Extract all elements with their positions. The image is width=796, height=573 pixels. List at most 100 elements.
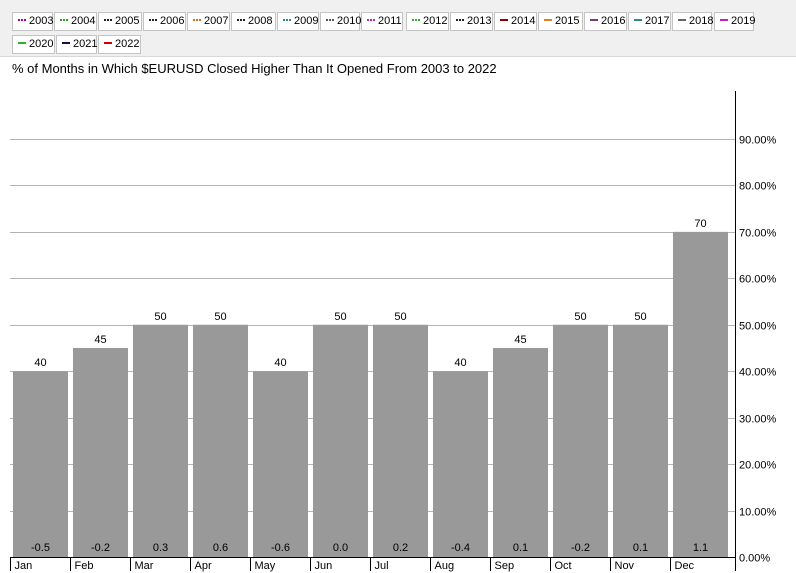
- legend-toggle-2013[interactable]: 2013: [450, 12, 493, 31]
- bar: [193, 324, 248, 557]
- legend-bar: 2003 2004 2005 2006 2007 2008 2009 2010 2011 2012…: [0, 0, 796, 57]
- bar-value-label: 50: [214, 311, 226, 323]
- legend-label: 2010: [337, 15, 362, 27]
- bar: [613, 324, 668, 557]
- bar-value-label: 70: [694, 218, 706, 230]
- legend-toggle-2006[interactable]: 2006: [143, 12, 186, 31]
- axes: [10, 91, 736, 571]
- bar-secondary-label: -0.2: [91, 542, 110, 554]
- legend-label: 2005: [115, 15, 140, 27]
- chart-title: % of Months in Which $EURUSD Closed High…: [12, 61, 497, 76]
- bar-secondary-label: 0.2: [393, 542, 408, 554]
- bar-value-label: 50: [154, 311, 166, 323]
- legend-toggle-2011[interactable]: 2011: [361, 12, 403, 31]
- bar: [133, 324, 188, 557]
- legend-swatch-icon: [456, 19, 464, 22]
- legend-toggle-2014[interactable]: 2014: [494, 12, 537, 31]
- bar-secondary-label: 0.1: [633, 542, 648, 554]
- bar-value-label: 50: [334, 311, 346, 323]
- bar-value-label: 40: [34, 357, 46, 369]
- legend-toggle-2022[interactable]: 2022: [98, 35, 141, 54]
- legend-toggle-2008[interactable]: 2008: [231, 12, 276, 31]
- legend-swatch-icon: [237, 19, 245, 22]
- legend-swatch-icon: [544, 19, 552, 22]
- legend-toggle-2010[interactable]: 2010: [320, 12, 362, 31]
- bar-value-label: 50: [574, 311, 586, 323]
- legend-label: 2013: [467, 15, 492, 27]
- legend-toggle-2020[interactable]: 2020: [12, 35, 55, 54]
- y-tick-label: 30.00%: [739, 414, 777, 426]
- bar: [313, 324, 368, 557]
- legend-swatch-icon: [283, 19, 291, 22]
- legend-label: 2016: [601, 15, 626, 27]
- legend-swatch-icon: [634, 19, 642, 22]
- x-tick-label: Feb: [75, 560, 94, 572]
- legend-label: 2018: [689, 15, 714, 27]
- y-tick-label: 70.00%: [739, 228, 777, 240]
- y-tick-label: 90.00%: [739, 135, 777, 147]
- y-tick-label: 80.00%: [739, 181, 777, 193]
- bar: [553, 324, 608, 557]
- x-tick-label: Aug: [435, 560, 455, 572]
- legend-toggle-2017[interactable]: 2017: [628, 12, 671, 31]
- x-tick-label: Jun: [315, 560, 333, 572]
- legend-swatch-icon: [326, 19, 334, 22]
- legend-swatch-icon: [720, 19, 728, 22]
- legend-label: 2011: [378, 15, 402, 27]
- legend-toggle-2019[interactable]: 2019: [714, 12, 756, 31]
- legend-label: 2008: [248, 15, 273, 27]
- y-tick-label: 20.00%: [739, 460, 777, 472]
- x-tick-label: May: [255, 560, 276, 572]
- y-tick-label: 0.00%: [739, 553, 770, 565]
- legend-label: 2004: [71, 15, 96, 27]
- legend-toggle-2009[interactable]: 2009: [277, 12, 319, 31]
- legend-toggle-2015[interactable]: 2015: [538, 12, 583, 31]
- bar: [493, 347, 548, 557]
- legend-label: 2021: [73, 38, 98, 50]
- y-tick-label: 50.00%: [739, 321, 777, 333]
- legend-label: 2007: [204, 15, 229, 27]
- legend-swatch-icon: [412, 19, 420, 22]
- bar: [13, 371, 68, 557]
- bar-secondary-label: -0.2: [571, 542, 590, 554]
- bar-secondary-label: 0.1: [513, 542, 528, 554]
- bar-secondary-label: -0.4: [451, 542, 470, 554]
- legend-swatch-icon: [678, 19, 686, 22]
- bar-secondary-label: 0.6: [213, 542, 228, 554]
- legend-swatch-icon: [104, 19, 112, 22]
- bar-value-label: 50: [394, 311, 406, 323]
- legend-label: 2006: [160, 15, 185, 27]
- bar-secondary-label: -0.6: [271, 542, 290, 554]
- legend-label: 2019: [731, 15, 756, 27]
- bar-value-label: 45: [514, 334, 526, 346]
- x-tick-label: Oct: [555, 560, 572, 572]
- legend-toggle-2007[interactable]: 2007: [187, 12, 230, 31]
- legend-swatch-icon: [18, 42, 26, 45]
- legend-toggle-2003[interactable]: 2003: [12, 12, 53, 31]
- legend-toggle-2012[interactable]: 2012: [406, 12, 449, 31]
- legend-swatch-icon: [590, 19, 598, 22]
- legend-label: 2014: [511, 15, 536, 27]
- labels: 0.00% 10.00% 20.00% 30.00% 40.00% 50.00% 60.00…: [15, 135, 777, 573]
- y-tick-label: 40.00%: [739, 367, 777, 379]
- legend-swatch-icon: [193, 19, 201, 22]
- bar-secondary-label: -0.5: [31, 542, 50, 554]
- bar-value-label: 50: [634, 311, 646, 323]
- bar: [373, 324, 428, 557]
- legend-toggle-2018[interactable]: 2018: [672, 12, 714, 31]
- legend-toggle-2004[interactable]: 2004: [54, 12, 97, 31]
- legend-label: 2009: [294, 15, 319, 27]
- legend-toggle-2005[interactable]: 2005: [98, 12, 142, 31]
- y-tick-label: 60.00%: [739, 274, 777, 286]
- bar: [673, 231, 728, 557]
- legend-swatch-icon: [367, 19, 375, 22]
- legend-toggle-2016[interactable]: 2016: [584, 12, 627, 31]
- bar-secondary-label: 1.1: [693, 542, 708, 554]
- legend-swatch-icon: [62, 42, 70, 45]
- legend-swatch-icon: [500, 19, 508, 22]
- legend-toggle-2021[interactable]: 2021: [56, 35, 97, 54]
- x-tick-label: Jul: [375, 560, 389, 572]
- x-tick-label: Sep: [495, 560, 515, 572]
- legend-label: 2020: [29, 38, 54, 50]
